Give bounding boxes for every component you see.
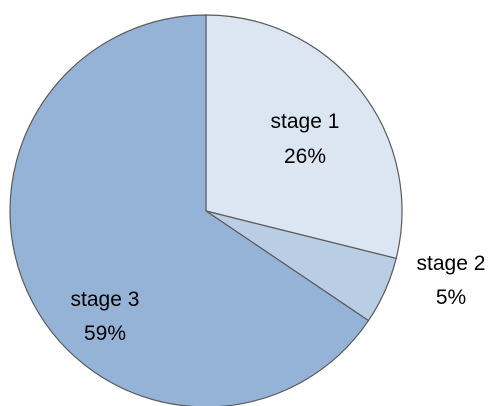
slice-label-stage-2-value: 5% [436,286,466,309]
pie-slice-stage-3 [9,14,370,406]
slice-label-stage-1-name: stage 1 [271,110,340,133]
pie-labels: stage 1 26% stage 2 5% stage 3 59% [71,110,486,345]
pie-slice-stage-1 [205,14,403,260]
pie-slices [9,14,403,406]
slice-label-stage-3-name: stage 3 [71,288,140,311]
slice-label-stage-2-name: stage 2 [417,252,486,275]
slice-label-stage-3-value: 59% [84,322,126,345]
slice-label-stage-1-value: 26% [284,145,326,168]
